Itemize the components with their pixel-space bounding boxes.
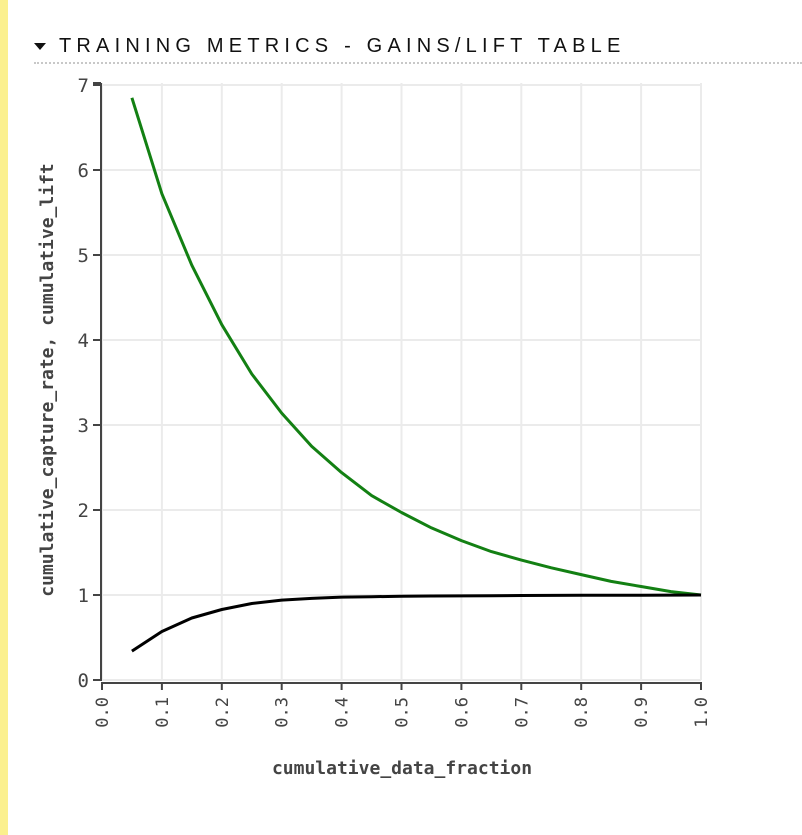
y-tick-label: 4	[78, 330, 89, 352]
cumulative-lift-line	[130, 97, 702, 597]
x-tick-label: 0.8	[572, 697, 592, 728]
x-tick-label: 0.6	[452, 697, 472, 728]
caret-down-icon[interactable]	[34, 43, 46, 50]
y-tick-label: 7	[78, 75, 89, 97]
x-tick-label: 0.4	[333, 697, 353, 728]
y-tick-label: 2	[78, 500, 89, 522]
x-tick-label: 0.0	[93, 697, 113, 728]
x-tick-label: 0.2	[213, 697, 233, 728]
x-axis-label: cumulative_data_fraction	[272, 758, 532, 779]
cumulative-capture-rate-line	[131, 593, 702, 653]
x-tick-label: 1.0	[692, 697, 712, 728]
x-tick-label: 0.5	[393, 697, 413, 728]
y-tick-label: 0	[78, 670, 89, 692]
y-tick-label: 3	[78, 415, 89, 437]
section-header[interactable]: TRAINING METRICS - GAINS/LIFT TABLE	[34, 34, 802, 64]
x-tick-label: 0.7	[512, 697, 532, 728]
y-tick-label: 5	[78, 245, 89, 267]
left-accent-bar	[0, 0, 8, 835]
x-tick-label: 0.9	[632, 697, 652, 728]
y-tick-label: 1	[78, 585, 89, 607]
section-title: TRAINING METRICS - GAINS/LIFT TABLE	[59, 35, 626, 57]
x-tick-label: 0.1	[153, 697, 173, 728]
y-axis-label: cumulative_capture_rate, cumulative_lift	[37, 163, 58, 596]
y-tick-label: 6	[78, 160, 89, 182]
x-tick-label: 0.3	[273, 697, 293, 728]
